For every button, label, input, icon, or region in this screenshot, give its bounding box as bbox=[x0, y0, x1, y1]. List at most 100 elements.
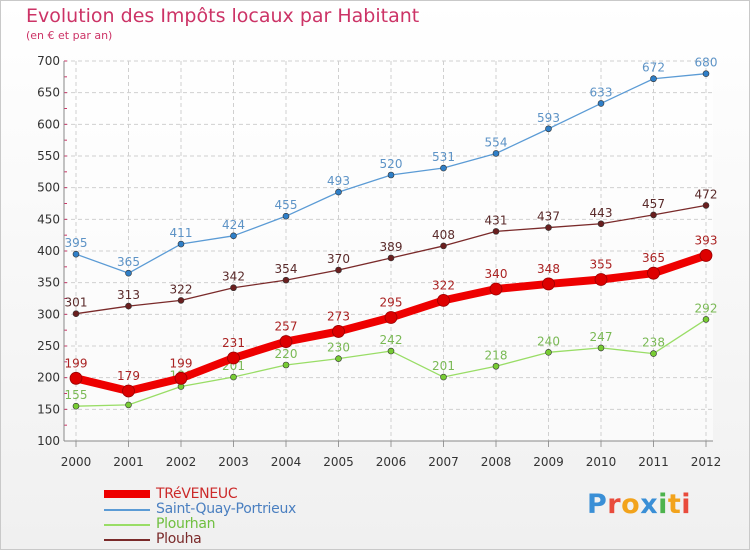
data-point bbox=[597, 344, 605, 352]
data-label: 472 bbox=[695, 187, 718, 201]
data-point bbox=[440, 242, 447, 250]
data-point bbox=[230, 284, 237, 292]
x-tick-label: 2007 bbox=[428, 455, 459, 469]
data-point bbox=[699, 249, 713, 262]
data-label: 393 bbox=[695, 233, 718, 247]
data-point bbox=[227, 351, 240, 365]
data-label: 672 bbox=[642, 61, 665, 75]
data-point bbox=[650, 211, 657, 219]
data-label: 365 bbox=[642, 251, 665, 265]
data-label: 240 bbox=[537, 334, 560, 348]
x-tick-label: 2004 bbox=[271, 455, 302, 469]
legend-swatch-plouha bbox=[104, 539, 150, 541]
data-point bbox=[440, 164, 447, 172]
legend-label-plourhan: Plourhan bbox=[156, 516, 216, 532]
data-point bbox=[702, 316, 710, 323]
y-tick-label: 600 bbox=[37, 117, 60, 131]
data-label: 493 bbox=[327, 174, 350, 188]
x-tick-label: 2000 bbox=[61, 455, 92, 469]
y-tick-label: 300 bbox=[37, 307, 60, 321]
data-label: 457 bbox=[642, 197, 665, 211]
data-label: 242 bbox=[380, 333, 403, 347]
legend-label-saint-quay-portrieux: Saint-Quay-Portrieux bbox=[156, 501, 297, 517]
logo-letter: i bbox=[658, 489, 668, 520]
x-tick-label: 2009 bbox=[533, 455, 564, 469]
x-tick-label: 2003 bbox=[218, 455, 249, 469]
data-point bbox=[230, 373, 237, 381]
data-point bbox=[597, 100, 605, 107]
x-tick-label: 2002 bbox=[166, 455, 197, 469]
data-label: 437 bbox=[537, 210, 560, 224]
legend-swatch-plourhan bbox=[104, 524, 150, 526]
logo-letter: t bbox=[667, 489, 682, 520]
data-label: 292 bbox=[695, 301, 718, 315]
data-point bbox=[387, 347, 395, 355]
data-point bbox=[282, 276, 290, 284]
data-point bbox=[69, 371, 83, 385]
data-point bbox=[545, 349, 552, 356]
data-point bbox=[492, 150, 500, 157]
data-label: 348 bbox=[537, 262, 560, 276]
y-tick-label: 500 bbox=[37, 181, 60, 195]
data-point bbox=[387, 254, 395, 262]
data-label: 238 bbox=[642, 336, 665, 350]
data-label: 273 bbox=[327, 309, 350, 323]
data-label: 313 bbox=[117, 288, 140, 302]
data-point bbox=[125, 269, 132, 277]
data-label: 443 bbox=[590, 206, 613, 220]
data-point bbox=[650, 75, 657, 83]
data-label: 355 bbox=[590, 258, 613, 272]
data-point bbox=[72, 310, 80, 318]
y-tick-label: 700 bbox=[37, 54, 60, 68]
data-point bbox=[384, 311, 398, 324]
data-point bbox=[545, 125, 552, 133]
data-point bbox=[177, 240, 185, 248]
data-point bbox=[335, 355, 342, 362]
data-label: 179 bbox=[117, 369, 140, 383]
data-point bbox=[650, 350, 657, 357]
data-point bbox=[282, 361, 290, 369]
data-label: 520 bbox=[380, 157, 403, 171]
data-point bbox=[335, 266, 342, 274]
data-point bbox=[335, 188, 342, 196]
y-tick-label: 650 bbox=[37, 86, 60, 100]
data-label: 301 bbox=[65, 296, 88, 310]
data-point bbox=[437, 293, 450, 307]
data-label: 340 bbox=[485, 267, 508, 281]
logo-letter: o bbox=[621, 489, 641, 520]
logo-letter: r bbox=[607, 489, 622, 520]
data-point bbox=[230, 232, 237, 240]
data-label: 230 bbox=[327, 341, 350, 355]
legend-swatch-treveneuc bbox=[104, 490, 150, 498]
data-label: 680 bbox=[695, 56, 718, 70]
x-tick-label: 2008 bbox=[481, 455, 512, 469]
data-point bbox=[279, 335, 293, 348]
y-tick-label: 150 bbox=[37, 402, 60, 416]
data-label: 370 bbox=[327, 252, 350, 266]
data-point bbox=[597, 220, 605, 228]
data-point bbox=[545, 224, 552, 231]
x-tick-label: 2012 bbox=[691, 455, 722, 469]
data-label: 218 bbox=[485, 348, 508, 362]
data-label: 455 bbox=[275, 198, 298, 212]
data-label: 395 bbox=[65, 236, 88, 250]
data-label: 201 bbox=[432, 359, 455, 373]
legend-label-plouha: Plouha bbox=[156, 531, 202, 547]
data-point bbox=[125, 401, 132, 409]
data-label: 199 bbox=[65, 356, 88, 370]
x-tick-label: 2011 bbox=[638, 455, 669, 469]
logo-letter: i bbox=[681, 489, 692, 520]
x-tick-label: 2006 bbox=[376, 455, 407, 469]
data-label: 322 bbox=[432, 278, 455, 292]
logo-letter: P bbox=[587, 489, 608, 520]
data-label: 231 bbox=[222, 336, 245, 350]
chart-subtitle: (en € et par an) bbox=[26, 29, 113, 42]
chart-title: Evolution des Impôts locaux par Habitant bbox=[26, 5, 420, 27]
data-label: 411 bbox=[170, 226, 193, 240]
data-point bbox=[647, 266, 660, 280]
data-point bbox=[72, 250, 80, 258]
data-label: 354 bbox=[275, 262, 298, 276]
x-tick-label: 2010 bbox=[586, 455, 617, 469]
logo-letter: x bbox=[640, 489, 659, 520]
